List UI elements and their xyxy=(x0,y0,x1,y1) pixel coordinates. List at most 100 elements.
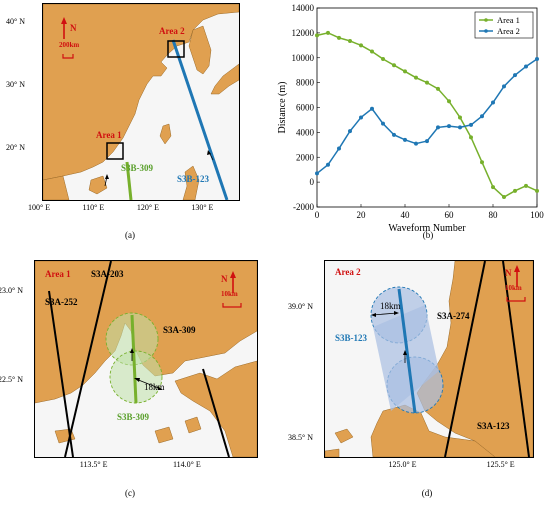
plot-area xyxy=(316,7,538,208)
series-0-point-6 xyxy=(381,56,385,61)
a-lat-tick-2: 40° N xyxy=(6,16,25,26)
y-tick-label-5: 8000 xyxy=(296,78,315,88)
radius-label-d: 18km xyxy=(380,301,401,311)
track-s3b-309 xyxy=(125,161,133,200)
x-tick-label-4: 80 xyxy=(489,210,499,220)
c-lon-tick-0: 113.5° E xyxy=(79,460,108,469)
series-1-point-6 xyxy=(381,121,385,126)
y-tick-label-1: 0 xyxy=(310,177,315,187)
c-lon-tick-1: 114.0° E xyxy=(172,460,201,469)
c-lat-tick-1: 23.0° N xyxy=(0,285,23,295)
area-2-box xyxy=(167,40,185,58)
series-0-point-5 xyxy=(370,49,374,54)
a-lon-tick-0: 100° E xyxy=(28,203,51,212)
track-s3a-309 xyxy=(202,368,230,457)
series-1-point-17 xyxy=(502,84,506,89)
area-1-title: Area 1 xyxy=(45,269,71,279)
x-tick-label-5: 100 xyxy=(530,210,544,220)
map-area-1: Area 1 S3A-203 S3A-252 S3A-309 S3B-309 1… xyxy=(34,260,258,458)
series-1-point-7 xyxy=(392,132,396,137)
series-1-point-16 xyxy=(491,100,495,105)
d-lat-tick-0: 38.5° N xyxy=(288,432,313,442)
series-0-point-9 xyxy=(414,75,418,80)
y-axis-label: Distance (m) xyxy=(277,82,288,134)
x-tick-label-3: 60 xyxy=(445,210,455,220)
track-s3b-123 xyxy=(171,39,229,200)
scale-label-c: 10km xyxy=(221,290,238,298)
y-tick-label-3: 4000 xyxy=(296,127,315,137)
series-0-point-7 xyxy=(392,63,396,68)
y-tick-label-8: 14000 xyxy=(292,3,315,13)
y-tick-label-0: -2000 xyxy=(293,202,314,212)
series-0-point-3 xyxy=(348,38,352,43)
series-1-point-19 xyxy=(524,64,528,69)
track-label-s3a-274: S3A-274 xyxy=(437,311,470,321)
series-0-point-17 xyxy=(502,195,506,200)
x-axis-label: Waveform Number xyxy=(388,223,466,234)
series-0-point-4 xyxy=(359,43,363,48)
scale-bar-d-icon xyxy=(506,297,526,302)
series-1-point-11 xyxy=(436,125,440,130)
series-1-point-8 xyxy=(403,137,407,142)
a-lat-tick-1: 30° N xyxy=(6,80,25,90)
series-1-point-20 xyxy=(535,56,539,61)
legend-label-0: Area 1 xyxy=(497,15,520,25)
legend-box xyxy=(474,11,534,39)
legend-label-1: Area 2 xyxy=(497,26,520,36)
track-label-s3a-203: S3A-203 xyxy=(91,269,124,279)
area-1-box xyxy=(106,142,124,160)
north-label: N xyxy=(70,23,77,33)
series-1-point-1 xyxy=(326,162,330,167)
series-1-point-2 xyxy=(337,146,341,151)
area-2-title: Area 2 xyxy=(335,267,361,277)
series-0-point-1 xyxy=(326,30,330,35)
track-label-s3b-123: S3B-123 xyxy=(335,333,368,343)
caption-d: (d) xyxy=(421,488,433,498)
a-lon-tick-3: 130° E xyxy=(191,203,214,212)
series-0-point-2 xyxy=(337,35,341,40)
legend-marker-0 xyxy=(484,18,488,22)
map-east-asia-svg xyxy=(43,4,239,200)
track-s3a-274 xyxy=(444,261,486,457)
series-1-point-0 xyxy=(315,171,319,176)
x-tick-label-0: 0 xyxy=(315,210,320,220)
distance-chart: 0 20 40 60 80 100-200002000400060008000100001… xyxy=(277,3,544,234)
c-lat-tick-0: 22.5° N xyxy=(0,375,23,385)
track-s3a-123 xyxy=(502,261,530,457)
track-label-s3a-252: S3A-252 xyxy=(45,297,78,307)
track-s3a-252 xyxy=(48,290,74,457)
series-0-point-13 xyxy=(458,115,462,120)
series-0-point-11 xyxy=(436,86,440,91)
series-1-point-5 xyxy=(370,106,374,111)
map-area-2: Area 2 S3A-274 S3A-123 S3B-123 18km N 10… xyxy=(324,260,534,458)
track-s3b-123-label: S3B-123 xyxy=(177,174,210,184)
track-label-s3a-309: S3A-309 xyxy=(163,325,196,335)
series-1-point-9 xyxy=(414,141,418,146)
area-1-label: Area 1 xyxy=(96,130,122,140)
series-1-point-13 xyxy=(458,125,462,130)
series-0-point-15 xyxy=(480,160,484,165)
series-0-point-20 xyxy=(535,188,539,193)
series-1-point-10 xyxy=(425,139,429,144)
x-tick-label-1: 20 xyxy=(357,210,367,220)
series-0-point-19 xyxy=(524,183,528,188)
series-1-point-12 xyxy=(447,124,451,129)
track-s3b-309-label: S3B-309 xyxy=(121,163,154,173)
y-tick-label-7: 12000 xyxy=(292,28,315,38)
track-s3a-203 xyxy=(64,261,112,457)
y-tick-label-6: 10000 xyxy=(292,53,315,63)
series-1-point-3 xyxy=(348,129,352,134)
radius-label-c: 18km xyxy=(144,382,165,392)
series-0-point-0 xyxy=(315,33,319,38)
track-label-s3b-309: S3B-309 xyxy=(117,412,150,422)
series-1-point-14 xyxy=(469,122,473,127)
series-0-point-12 xyxy=(447,99,451,104)
caption-a: (a) xyxy=(125,230,135,240)
y-tick-label-2: 2000 xyxy=(296,152,315,162)
scale-label: 200km xyxy=(59,41,80,49)
track-s3b-123-d xyxy=(397,288,417,414)
scale-label-d: 10km xyxy=(505,284,522,292)
series-1-point-18 xyxy=(513,73,517,78)
series-0-point-14 xyxy=(469,135,473,140)
map-area-1-svg xyxy=(35,261,257,457)
